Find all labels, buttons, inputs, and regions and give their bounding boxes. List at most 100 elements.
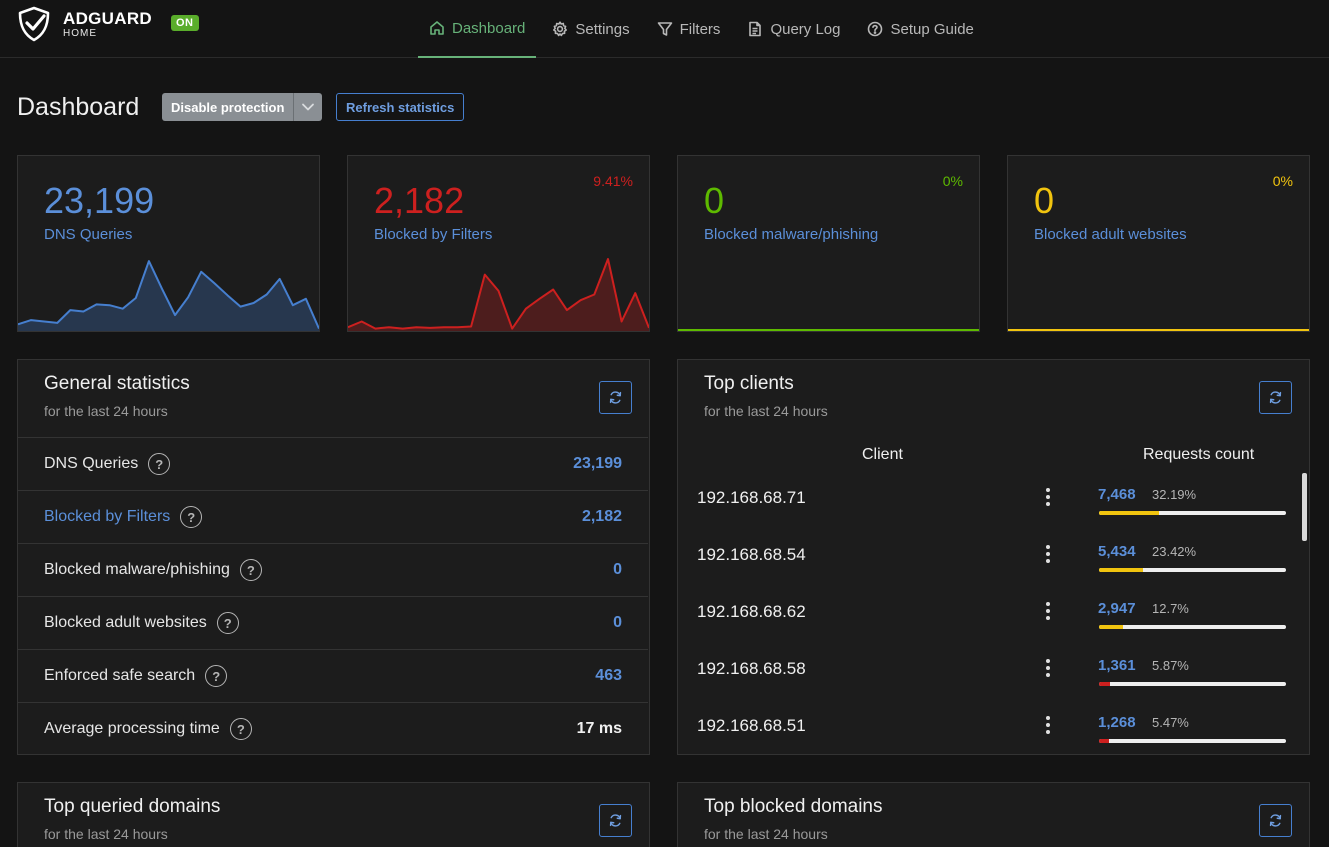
nav-query-log[interactable]: Query Log	[736, 0, 851, 58]
blocked-malware-sparkline	[678, 329, 979, 331]
progress-fill	[1099, 682, 1110, 686]
table-row: 192.168.68.62 2,947 12.7%	[678, 586, 1298, 643]
row-label: Enforced safe search	[44, 667, 196, 684]
refresh-statistics-button[interactable]: Refresh statistics	[336, 93, 465, 121]
stat-value: 0	[704, 180, 725, 221]
shield-logo-icon	[18, 6, 50, 42]
request-count: 2,947	[1098, 600, 1136, 617]
request-count: 7,468	[1098, 486, 1136, 503]
blocked-refresh-button[interactable]	[1259, 804, 1292, 837]
nav-settings-label: Settings	[575, 20, 630, 38]
nav-filters[interactable]: Filters	[646, 0, 732, 58]
request-progress-bar	[1099, 511, 1286, 515]
row-value[interactable]: 0	[613, 614, 622, 631]
help-icon[interactable]: ?	[205, 665, 228, 687]
table-row: 192.168.68.54 5,434 23.42%	[678, 529, 1298, 586]
chevron-down-icon	[302, 103, 315, 111]
disable-protection-button[interactable]: Disable protection	[162, 93, 294, 121]
request-count: 1,361	[1098, 657, 1136, 674]
stat-value: 2,182	[374, 180, 465, 221]
client-ip[interactable]: 192.168.68.51	[697, 716, 806, 735]
app-name: ADGUARD	[63, 8, 152, 28]
dns-queries-sparkline	[18, 260, 319, 331]
logo[interactable]: ADGUARD HOME	[16, 6, 152, 42]
stat-percent: 0%	[942, 173, 963, 189]
progress-fill	[1099, 511, 1160, 515]
nav-dashboard[interactable]: Dashboard	[418, 0, 537, 58]
top-clients-panel: Top clients for the last 24 hours Client…	[677, 359, 1310, 755]
gear-icon	[553, 21, 568, 37]
panel-subtitle: for the last 24 hours	[704, 826, 828, 842]
more-vertical-icon[interactable]	[1045, 659, 1051, 680]
row-value[interactable]: 463	[595, 667, 622, 684]
help-icon[interactable]: ?	[148, 453, 171, 475]
refresh-icon	[1269, 391, 1282, 404]
row-label: Average processing time	[44, 720, 220, 737]
nav-setup-guide[interactable]: Setup Guide	[856, 0, 984, 58]
client-ip[interactable]: 192.168.68.71	[697, 488, 806, 507]
more-vertical-icon[interactable]	[1045, 488, 1051, 509]
more-vertical-icon[interactable]	[1045, 716, 1051, 737]
row-label-link[interactable]: Blocked by Filters	[44, 508, 171, 525]
clients-scrollbar[interactable]	[1302, 473, 1307, 541]
more-vertical-icon[interactable]	[1045, 602, 1051, 623]
stat-percent: 0%	[1272, 173, 1293, 189]
general-row-blocked-adult: Blocked adult websites ? 0	[18, 596, 648, 649]
stat-label[interactable]: DNS Queries	[44, 226, 133, 243]
panel-subtitle: for the last 24 hours	[44, 403, 168, 419]
help-icon[interactable]: ?	[180, 506, 203, 528]
stat-card-blocked-malware: 0 Blocked malware/phishing 0%	[677, 155, 980, 332]
clients-refresh-button[interactable]	[1259, 381, 1292, 414]
general-row-blocked-malware: Blocked malware/phishing ? 0	[18, 543, 648, 596]
top-navbar: ADGUARD HOME ON Dashboard Settings Filte…	[0, 0, 1329, 58]
nav-settings[interactable]: Settings	[541, 0, 640, 58]
refresh-icon	[1269, 814, 1282, 827]
row-value[interactable]: 23,199	[573, 455, 622, 472]
general-statistics-panel: General statistics for the last 24 hours…	[17, 359, 650, 755]
stat-percent: 9.41%	[593, 173, 633, 189]
row-value: 17 ms	[576, 720, 622, 737]
stat-card-blocked-adult: 0 Blocked adult websites 0%	[1007, 155, 1310, 332]
stat-label[interactable]: Blocked by Filters	[374, 226, 493, 243]
row-value[interactable]: 2,182	[581, 508, 622, 525]
request-progress-bar	[1099, 739, 1286, 743]
filter-icon	[657, 22, 672, 36]
table-row: 192.168.68.51 1,268 5.47%	[678, 700, 1298, 754]
row-value[interactable]: 0	[613, 561, 622, 578]
request-percent: 5.87%	[1152, 658, 1189, 673]
sparkline-area	[18, 261, 319, 331]
help-icon[interactable]: ?	[216, 612, 239, 634]
help-icon[interactable]: ?	[229, 718, 252, 740]
table-row: 192.168.68.71 7,468 32.19%	[678, 472, 1298, 529]
disable-protection-dropdown[interactable]	[293, 93, 323, 121]
panel-title: Top queried domains	[44, 796, 221, 817]
request-count: 5,434	[1098, 543, 1136, 560]
client-ip[interactable]: 192.168.68.54	[697, 545, 806, 564]
request-progress-bar	[1099, 682, 1286, 686]
clients-table-header: Client Requests count	[678, 438, 1308, 472]
request-progress-bar	[1099, 568, 1286, 572]
client-ip[interactable]: 192.168.68.58	[697, 659, 806, 678]
general-row-blocked-filters: Blocked by Filters ? 2,182	[18, 490, 648, 543]
column-header-requests[interactable]: Requests count	[1143, 446, 1255, 463]
request-percent: 5.47%	[1152, 715, 1189, 730]
column-header-client[interactable]: Client	[862, 446, 903, 463]
general-row-avg-time: Average processing time ? 17 ms	[18, 702, 648, 754]
help-icon[interactable]: ?	[239, 559, 262, 581]
panel-title: Top blocked domains	[704, 796, 883, 817]
stat-label[interactable]: Blocked adult websites	[1034, 226, 1187, 243]
nav-dashboard-label: Dashboard	[452, 19, 526, 37]
general-refresh-button[interactable]	[599, 381, 632, 414]
panel-subtitle: for the last 24 hours	[704, 403, 828, 419]
queried-refresh-button[interactable]	[599, 804, 632, 837]
nav-query-log-label: Query Log	[770, 20, 841, 38]
request-percent: 23.42%	[1152, 544, 1197, 559]
more-vertical-icon[interactable]	[1045, 545, 1051, 566]
stat-label[interactable]: Blocked malware/phishing	[704, 226, 879, 243]
blocked-filters-sparkline	[348, 258, 649, 331]
request-percent: 12.7%	[1152, 601, 1189, 616]
progress-fill	[1099, 625, 1123, 629]
help-circle-icon	[868, 21, 883, 37]
clients-table-body[interactable]: 192.168.68.71 7,468 32.19% 192.168.68.54…	[678, 472, 1308, 754]
client-ip[interactable]: 192.168.68.62	[697, 602, 806, 621]
